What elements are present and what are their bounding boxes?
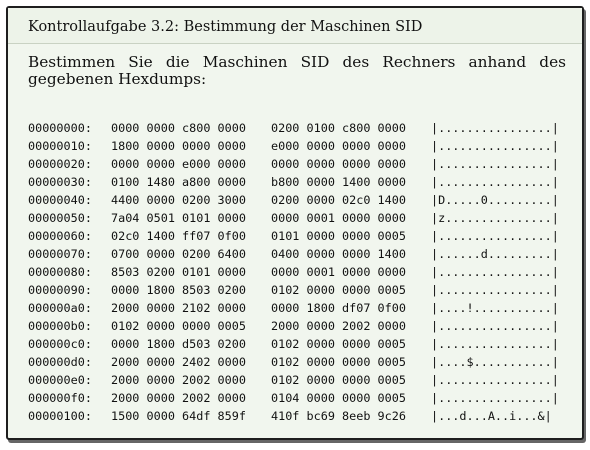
hex-bytes-left: 0000 0000 e000 0000 xyxy=(111,157,246,171)
hexdump-row: 00000070: 0700 0000 0200 6400 0400 0000 … xyxy=(28,245,568,263)
hex-bytes-left: 2000 0000 2002 0000 xyxy=(111,391,246,405)
hex-bytes-right: b800 0000 1400 0000 xyxy=(271,175,406,189)
hex-offset: 000000a0: xyxy=(28,301,92,315)
hexdump-row: 00000010: 1800 0000 0000 0000 e000 0000 … xyxy=(28,137,568,155)
hexdump-row: 000000c0: 0000 1800 d503 0200 0102 0000 … xyxy=(28,335,568,353)
hex-bytes-left: 2000 0000 2102 0000 xyxy=(111,301,246,315)
hex-ascii: |................| xyxy=(431,319,559,333)
hex-offset: 00000040: xyxy=(28,193,92,207)
hex-bytes-left: 4400 0000 0200 3000 xyxy=(111,193,246,207)
hex-bytes-left: 1800 0000 0000 0000 xyxy=(111,139,246,153)
hex-bytes-right: 0400 0000 0000 1400 xyxy=(271,247,406,261)
hex-ascii: |................| xyxy=(431,373,559,387)
hex-bytes-right: 0102 0000 0000 0005 xyxy=(271,337,406,351)
hexdump-row: 000000f0: 2000 0000 2002 0000 0104 0000 … xyxy=(28,389,568,407)
hex-bytes-left: 0000 1800 8503 0200 xyxy=(111,283,246,297)
hex-offset: 00000010: xyxy=(28,139,92,153)
hex-offset: 00000090: xyxy=(28,283,92,297)
hex-bytes-right: 0200 0100 c800 0000 xyxy=(271,121,406,135)
hex-offset: 000000c0: xyxy=(28,337,92,351)
hexdump-row: 00000030: 0100 1480 a800 0000 b800 0000 … xyxy=(28,173,568,191)
hexdump-row: 00000100: 1500 0000 64df 859f 410f bc69 … xyxy=(28,407,568,425)
hex-bytes-right: e000 0000 0000 0000 xyxy=(271,139,406,153)
hex-bytes-right: 0000 0001 0000 0000 xyxy=(271,265,406,279)
hexdump-row: 00000020: 0000 0000 e000 0000 0000 0000 … xyxy=(28,155,568,173)
hex-bytes-right: 0101 0000 0000 0005 xyxy=(271,229,406,243)
exercise-box: Kontrollaufgabe 3.2: Bestimmung der Masc… xyxy=(6,6,584,440)
hex-offset: 000000f0: xyxy=(28,391,92,405)
hex-bytes-right: 0102 0000 0000 0005 xyxy=(271,355,406,369)
hex-offset: 000000d0: xyxy=(28,355,92,369)
hex-bytes-right: 0102 0000 0000 0005 xyxy=(271,283,406,297)
exercise-instructions: Bestimmen Sie die Maschinen SID des Rech… xyxy=(28,53,566,88)
hexdump-row: 000000a0: 2000 0000 2102 0000 0000 1800 … xyxy=(28,299,568,317)
hex-offset: 00000080: xyxy=(28,265,92,279)
hexdump-row: 000000d0: 2000 0000 2402 0000 0102 0000 … xyxy=(28,353,568,371)
hex-offset: 000000b0: xyxy=(28,319,92,333)
hex-ascii: |................| xyxy=(431,229,559,243)
hex-ascii: |................| xyxy=(431,139,559,153)
hex-bytes-left: 0000 1800 d503 0200 xyxy=(111,337,246,351)
hex-ascii: |................| xyxy=(431,265,559,279)
hexdump-row: 00000050: 7a04 0501 0101 0000 0000 0001 … xyxy=(28,209,568,227)
hex-bytes-left: 7a04 0501 0101 0000 xyxy=(111,211,246,225)
hex-ascii: |D.....0.........| xyxy=(431,193,559,207)
exercise-title: Kontrollaufgabe 3.2: Bestimmung der Masc… xyxy=(28,19,423,35)
hexdump-row: 00000060: 02c0 1400 ff07 0f00 0101 0000 … xyxy=(28,227,568,245)
exercise-title-bar: Kontrollaufgabe 3.2: Bestimmung der Masc… xyxy=(8,8,582,44)
hex-ascii: |......d.........| xyxy=(431,247,559,261)
hex-bytes-left: 0700 0000 0200 6400 xyxy=(111,247,246,261)
hex-bytes-right: 0200 0000 02c0 1400 xyxy=(271,193,406,207)
hexdump-row: 000000b0: 0102 0000 0000 0005 2000 0000 … xyxy=(28,317,568,335)
hexdump-row: 00000040: 4400 0000 0200 3000 0200 0000 … xyxy=(28,191,568,209)
hex-bytes-right: 0102 0000 0000 0005 xyxy=(271,373,406,387)
hex-bytes-right: 0104 0000 0000 0005 xyxy=(271,391,406,405)
hexdump: 00000000: 0000 0000 c800 0000 0200 0100 … xyxy=(28,119,568,425)
hex-ascii: |................| xyxy=(431,337,559,351)
hexdump-row: 00000080: 8503 0200 0101 0000 0000 0001 … xyxy=(28,263,568,281)
hex-bytes-left: 2000 0000 2002 0000 xyxy=(111,373,246,387)
hexdump-row: 00000000: 0000 0000 c800 0000 0200 0100 … xyxy=(28,119,568,137)
hex-bytes-left: 1500 0000 64df 859f xyxy=(111,409,246,423)
hex-offset: 00000020: xyxy=(28,157,92,171)
hex-bytes-left: 0100 1480 a800 0000 xyxy=(111,175,246,189)
hexdump-row: 00000090: 0000 1800 8503 0200 0102 0000 … xyxy=(28,281,568,299)
hex-offset: 00000060: xyxy=(28,229,92,243)
hex-ascii: |................| xyxy=(431,391,559,405)
hex-ascii: |z...............| xyxy=(431,211,559,225)
hex-bytes-right: 0000 1800 df07 0f00 xyxy=(271,301,406,315)
hex-offset: 00000030: xyxy=(28,175,92,189)
hex-offset: 00000000: xyxy=(28,121,92,135)
hex-bytes-left: 0000 0000 c800 0000 xyxy=(111,121,246,135)
hex-offset: 00000070: xyxy=(28,247,92,261)
hex-offset: 00000100: xyxy=(28,409,92,423)
hex-ascii: |...d...A..i...&| xyxy=(431,409,552,423)
hex-offset: 00000050: xyxy=(28,211,92,225)
hex-ascii: |....!...........| xyxy=(431,301,559,315)
hex-bytes-right: 2000 0000 2002 0000 xyxy=(271,319,406,333)
hex-ascii: |................| xyxy=(431,121,559,135)
hex-bytes-right: 0000 0001 0000 0000 xyxy=(271,211,406,225)
hex-ascii: |................| xyxy=(431,175,559,189)
hexdump-row: 000000e0: 2000 0000 2002 0000 0102 0000 … xyxy=(28,371,568,389)
hex-bytes-right: 0000 0000 0000 0000 xyxy=(271,157,406,171)
hex-bytes-right: 410f bc69 8eeb 9c26 xyxy=(271,409,406,423)
hex-bytes-left: 0102 0000 0000 0005 xyxy=(111,319,246,333)
hex-ascii: |................| xyxy=(431,283,559,297)
hex-offset: 000000e0: xyxy=(28,373,92,387)
hex-bytes-left: 2000 0000 2402 0000 xyxy=(111,355,246,369)
hex-bytes-left: 02c0 1400 ff07 0f00 xyxy=(111,229,246,243)
hex-ascii: |....$...........| xyxy=(431,355,559,369)
hex-bytes-left: 8503 0200 0101 0000 xyxy=(111,265,246,279)
hex-ascii: |................| xyxy=(431,157,559,171)
